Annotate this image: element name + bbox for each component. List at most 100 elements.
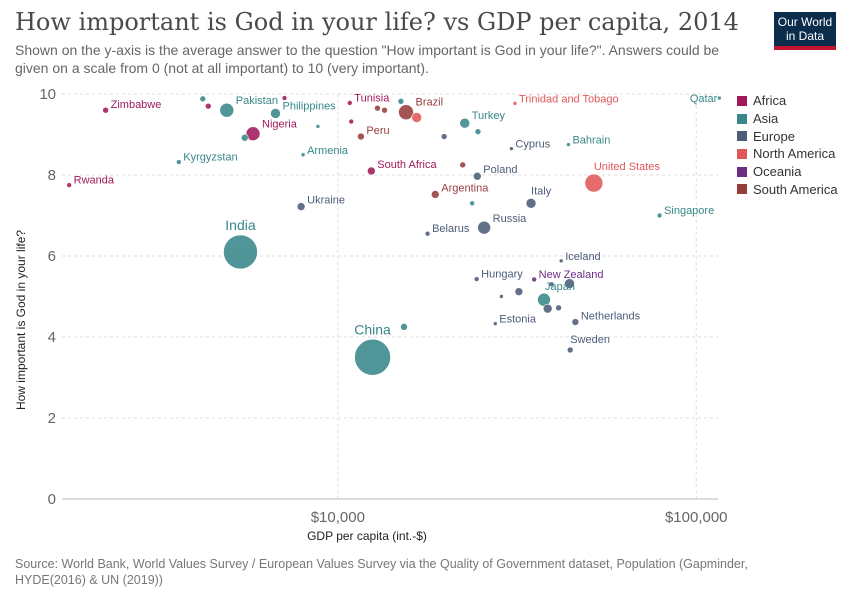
legend-item[interactable]: Africa — [737, 92, 838, 110]
data-point[interactable] — [204, 102, 212, 110]
point-label: Argentina — [441, 182, 489, 194]
data-point[interactable] — [347, 100, 353, 106]
data-point[interactable] — [357, 132, 365, 141]
data-point[interactable] — [564, 278, 575, 289]
legend-label: Oceania — [753, 164, 802, 180]
data-point[interactable] — [584, 173, 604, 193]
source-note: Source: World Bank, World Values Survey … — [15, 557, 748, 587]
point-label: India — [225, 217, 256, 233]
legend-swatch — [737, 131, 747, 142]
data-points — [66, 95, 722, 376]
data-point[interactable] — [400, 323, 408, 331]
point-label: China — [354, 321, 391, 337]
data-point[interactable] — [459, 161, 466, 169]
point-label: Belarus — [432, 223, 470, 235]
data-point[interactable] — [381, 106, 388, 114]
data-point[interactable] — [512, 101, 518, 106]
point-label: Pakistan — [236, 95, 278, 107]
point-label: Netherlands — [581, 311, 641, 323]
data-point[interactable] — [566, 346, 574, 354]
point-label: Ukraine — [307, 195, 345, 207]
legend-label: Europe — [753, 128, 795, 144]
data-point[interactable] — [367, 166, 376, 176]
legend-item[interactable]: Oceania — [737, 163, 838, 181]
point-label: Philippines — [282, 100, 336, 112]
data-point[interactable] — [281, 95, 288, 101]
chart-title: How important is God in your life? vs GD… — [15, 8, 739, 36]
legend-item[interactable]: North America — [737, 145, 838, 163]
legend-swatch — [737, 148, 747, 159]
point-label: Iceland — [565, 251, 600, 263]
point-label: Singapore — [664, 205, 714, 217]
point-label: Japan — [545, 281, 575, 293]
point-label: Brazil — [416, 97, 444, 109]
y-axis-title: How important is God in your life? — [14, 230, 28, 410]
data-point[interactable] — [555, 304, 562, 312]
point-label: Italy — [531, 185, 552, 197]
point-label: Armenia — [307, 145, 349, 157]
legend-item[interactable]: Europe — [737, 127, 838, 145]
data-point[interactable] — [571, 318, 580, 326]
point-label: United States — [594, 161, 661, 173]
point-label: Poland — [483, 164, 517, 176]
data-point[interactable] — [219, 102, 235, 118]
owid-logo[interactable]: Our World in Data — [774, 12, 836, 50]
data-point[interactable] — [223, 234, 258, 270]
point-label: Bahrain — [572, 135, 610, 147]
data-point[interactable] — [199, 95, 207, 103]
data-point[interactable] — [398, 104, 414, 121]
x-tick-label: $100,000 — [665, 509, 728, 526]
data-point[interactable] — [175, 159, 182, 165]
data-point[interactable] — [245, 126, 261, 141]
data-point[interactable] — [477, 220, 491, 235]
data-point[interactable] — [717, 95, 722, 101]
legend-item[interactable]: Asia — [737, 110, 838, 128]
point-label: New Zealand — [539, 269, 604, 281]
data-point[interactable] — [354, 338, 391, 376]
data-point[interactable] — [300, 152, 306, 158]
data-point[interactable] — [656, 212, 663, 219]
point-label: Qatar — [690, 93, 718, 105]
legend-item[interactable]: South America — [737, 180, 838, 198]
data-point[interactable] — [315, 124, 321, 129]
data-point[interactable] — [374, 104, 381, 112]
point-label: Nigeria — [262, 119, 298, 131]
point-label: Estonia — [499, 314, 537, 326]
x-axis-title: GDP per capita (int.-$) — [307, 529, 427, 543]
data-point[interactable] — [525, 198, 537, 209]
y-tick-label: 8 — [48, 167, 56, 184]
data-point[interactable] — [66, 182, 72, 188]
data-point[interactable] — [542, 303, 553, 314]
data-point[interactable] — [440, 133, 448, 140]
data-point[interactable] — [499, 294, 504, 299]
data-point[interactable] — [558, 258, 564, 264]
data-point[interactable] — [473, 276, 480, 282]
data-point[interactable] — [531, 276, 537, 283]
point-label: Rwanda — [74, 175, 115, 187]
data-point[interactable] — [424, 230, 431, 237]
data-point[interactable] — [514, 287, 524, 296]
data-point[interactable] — [240, 133, 249, 142]
point-labels: Rwanda Zimbabwe Kyrgyzstan Pakistan India Nig… — [74, 92, 718, 346]
point-label: Tunisia — [354, 92, 390, 104]
axes: 0 2 4 6 8 10 $10,000 $100,000 — [39, 86, 727, 526]
data-point[interactable] — [474, 128, 482, 135]
point-label: Sweden — [570, 334, 610, 346]
data-point[interactable] — [348, 118, 355, 125]
y-tick-label: 4 — [48, 329, 56, 346]
data-point[interactable] — [102, 106, 109, 114]
data-point[interactable] — [296, 202, 306, 211]
data-point[interactable] — [492, 321, 498, 326]
data-point[interactable] — [430, 190, 440, 199]
data-point[interactable] — [469, 200, 475, 207]
data-point[interactable] — [509, 146, 514, 151]
data-point[interactable] — [411, 112, 423, 123]
legend-swatch — [737, 95, 747, 106]
data-point[interactable] — [566, 142, 571, 147]
data-point[interactable] — [459, 117, 471, 129]
data-point[interactable] — [270, 108, 281, 119]
data-point[interactable] — [473, 171, 482, 181]
data-point[interactable] — [397, 97, 405, 105]
data-point[interactable] — [548, 281, 555, 288]
